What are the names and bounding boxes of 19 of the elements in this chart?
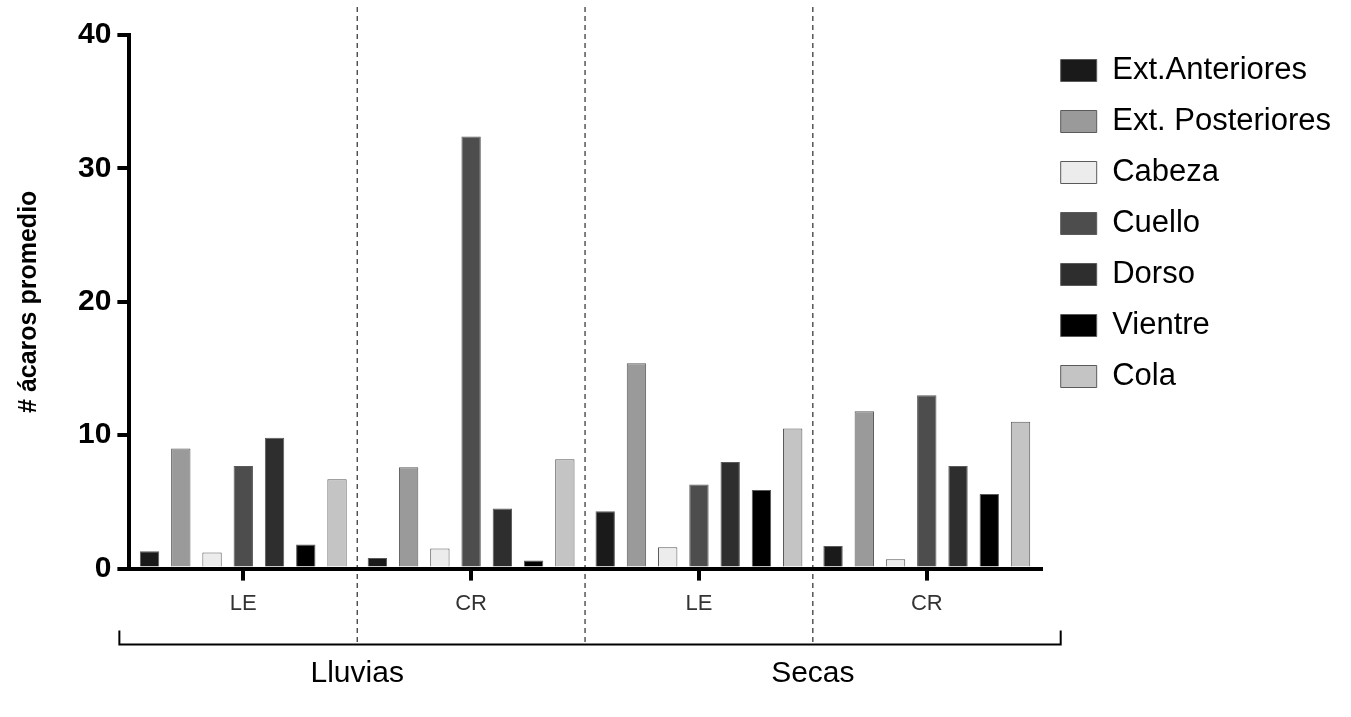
y-tick-label: 40 [77,16,112,50]
x-tick-label: LE [685,589,713,615]
legend-label: Cola [1112,357,1177,393]
text: Secas [771,654,855,688]
legend-label: Cuello [1112,204,1201,240]
y-tick-label: 10 [77,416,112,450]
y-tick-label: 20 [77,283,112,317]
legend-label: Dorso [1112,255,1195,291]
x-tick-label: CR [910,589,943,615]
y-tick-label: 30 [77,149,112,183]
text: Lluvias [310,654,404,688]
y-axis-title: # ácaros promedio [12,190,41,413]
legend-label: Ext.Anteriores [1112,51,1307,87]
x-tick-label: CR [455,589,488,615]
legend-label: Ext. Posteriores [1112,102,1332,138]
legend-label: Cabeza [1112,153,1220,189]
legend-label: Vientre [1112,306,1210,342]
x-tick-label: LE [229,589,257,615]
y-tick-label: 0 [94,549,112,583]
